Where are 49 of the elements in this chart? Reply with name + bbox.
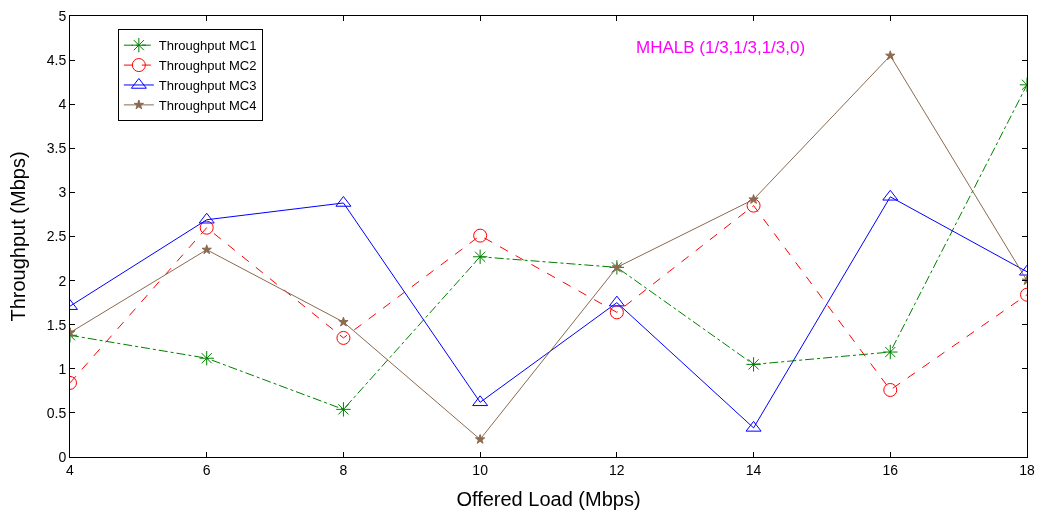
x-tick-label: 6 xyxy=(202,461,211,478)
point xyxy=(474,433,486,444)
y-tick-label: 0.5 xyxy=(46,404,67,421)
y-tick-label: 1.5 xyxy=(46,316,67,333)
point xyxy=(746,198,761,213)
legend-label: Throughput MC1 xyxy=(158,38,257,54)
point xyxy=(199,350,215,366)
y-tick-label: 4.5 xyxy=(46,52,67,68)
point xyxy=(882,189,899,201)
point xyxy=(472,249,488,265)
y-tick-label: 4 xyxy=(58,96,67,113)
y-tick-label: 2 xyxy=(58,272,67,289)
legend-label: Throughput MC3 xyxy=(158,78,257,94)
point xyxy=(473,228,488,243)
point xyxy=(611,261,623,272)
point xyxy=(336,330,351,345)
point xyxy=(609,305,624,320)
y-tick-label: 0 xyxy=(58,448,67,465)
point xyxy=(201,244,212,255)
point xyxy=(745,356,762,373)
legend-label: Throughput MC2 xyxy=(158,58,257,74)
legend-label: Throughput MC4 xyxy=(158,97,257,113)
y-axis-title: Throughput (Mbps) xyxy=(7,151,30,322)
x-tick-label: 14 xyxy=(745,461,762,478)
x-tick-label: 18 xyxy=(1019,461,1035,478)
x-tick-label: 8 xyxy=(339,461,348,478)
annotation: MHALB (1/3,1/3,1/3,0) xyxy=(636,38,806,57)
y-tick-label: 2.5 xyxy=(46,228,67,245)
y-tick-label: 5 xyxy=(58,7,67,24)
point xyxy=(608,295,625,307)
point xyxy=(748,194,759,204)
point xyxy=(338,316,349,327)
x-tick-label: 16 xyxy=(882,461,899,478)
point xyxy=(609,259,625,276)
point xyxy=(335,401,352,418)
point xyxy=(199,220,214,235)
point xyxy=(883,382,898,397)
point xyxy=(885,50,896,61)
x-tick-label: 12 xyxy=(609,461,625,478)
x-tick-label: 10 xyxy=(472,461,489,478)
point xyxy=(472,395,489,407)
point xyxy=(335,195,352,207)
point xyxy=(198,212,215,224)
y-tick-label: 3 xyxy=(58,184,67,201)
point xyxy=(745,420,762,432)
y-tick-label: 1 xyxy=(58,360,67,377)
point xyxy=(882,344,898,360)
y-tick-label: 3.5 xyxy=(46,140,67,157)
x-axis-title: Offered Load (Mbps) xyxy=(456,488,641,511)
